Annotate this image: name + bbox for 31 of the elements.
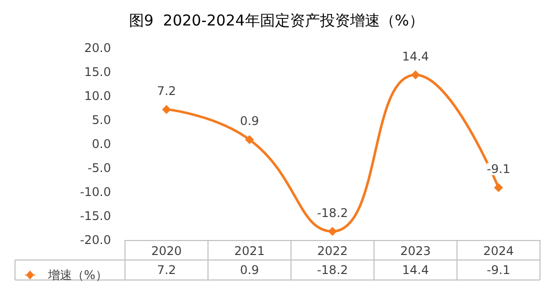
annotation: -9.1: [486, 162, 510, 176]
point: [494, 183, 503, 192]
data-label: 0.9: [240, 263, 260, 277]
point: [328, 226, 337, 236]
y-tick-label: -20.0: [80, 233, 111, 247]
data-label: -9.1: [486, 263, 510, 277]
y-tick-label: 5.0: [92, 113, 111, 127]
x-tick-label: 2024: [483, 244, 514, 258]
point: [411, 70, 420, 80]
x-tick-label: 2022: [317, 244, 348, 258]
y-tick-label: 10.0: [84, 89, 111, 103]
y-tick-label: -5.0: [88, 161, 111, 175]
annotation: 0.9: [240, 114, 260, 128]
data-label: 14.4: [402, 263, 429, 277]
data-label: 7.2: [156, 263, 176, 277]
x-tick-label: 2023: [400, 244, 431, 258]
x-tick-label: 2020: [151, 244, 182, 258]
legend-label: 增速（%）: [47, 268, 108, 282]
data-label: -18.2: [316, 263, 348, 277]
annotation: 7.2: [156, 84, 176, 98]
x-tick-label: 2021: [234, 244, 265, 258]
y-tick-label: 20.0: [84, 41, 111, 55]
point: [245, 135, 254, 144]
y-tick-label: -15.0: [80, 209, 111, 223]
annotation: 14.4: [402, 49, 429, 64]
chart-title: 图9 2020-2024年固定资产投资增速（%）: [128, 12, 424, 30]
y-tick-label: -10.0: [80, 185, 111, 199]
y-tick-label: 0.0: [92, 137, 111, 151]
point: [162, 104, 171, 114]
annotation: -18.2: [316, 206, 348, 220]
y-tick-label: 15.0: [84, 65, 111, 79]
